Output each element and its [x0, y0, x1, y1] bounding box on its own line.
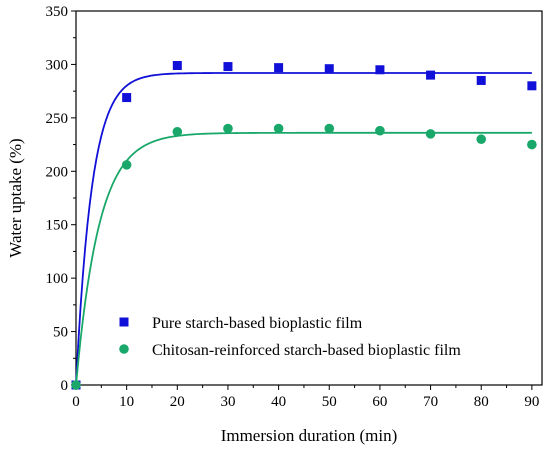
x-tick-label: 90 [524, 394, 539, 410]
y-tick-label: 250 [46, 111, 69, 127]
y-tick-label: 200 [46, 164, 69, 180]
data-point [375, 125, 385, 136]
y-tick-label: 50 [53, 325, 68, 341]
x-tick-label: 60 [372, 394, 387, 410]
y-tick-label: 100 [46, 271, 69, 287]
fit-curves [75, 72, 532, 386]
x-tick-label: 0 [72, 394, 80, 410]
data-point [476, 75, 486, 85]
y-tick-label: 300 [46, 57, 69, 73]
fit-curve [75, 72, 532, 386]
data-point [274, 63, 284, 73]
x-tick-label: 10 [119, 394, 134, 410]
y-tick-label: 350 [46, 4, 69, 20]
x-tick-label: 40 [271, 394, 286, 410]
x-axis-title: Immersion duration (min) [221, 426, 398, 445]
data-points [71, 60, 537, 390]
data-point [476, 134, 487, 145]
y-tick-label: 150 [46, 218, 69, 234]
legend-label: Pure starch-based bioplastic film [152, 315, 363, 332]
y-tick-label: 0 [61, 378, 69, 394]
legend-label: Chitosan-reinforced starch-based bioplas… [152, 342, 461, 359]
data-point [425, 129, 436, 139]
x-tick-label: 50 [322, 394, 337, 410]
data-point [172, 60, 182, 70]
data-point [273, 123, 284, 134]
x-tick-label: 70 [423, 394, 438, 410]
data-point [527, 81, 537, 91]
legend-marker [119, 317, 129, 327]
data-point [527, 139, 537, 150]
axis-ticks: 0 10 20 30 40 50 60 70 80 90 0 50 100 150 200 250 300 350 [46, 4, 540, 410]
data-point [324, 64, 334, 74]
fit-curve [75, 131, 532, 386]
data-point [71, 380, 81, 390]
legend-marker [119, 344, 129, 354]
legend: Pure starch-based bioplastic film Chitosa… [119, 315, 461, 359]
data-point [122, 93, 132, 103]
y-axis-title: Water uptake (%) [6, 138, 25, 257]
x-tick-label: 20 [170, 394, 185, 410]
x-tick-label: 30 [220, 394, 235, 410]
data-point [426, 70, 436, 80]
data-point [223, 62, 233, 72]
data-point [172, 126, 183, 137]
data-point [375, 65, 385, 75]
data-point [121, 160, 132, 170]
x-tick-label: 80 [474, 394, 489, 410]
data-point [223, 123, 233, 134]
data-point [324, 123, 335, 134]
